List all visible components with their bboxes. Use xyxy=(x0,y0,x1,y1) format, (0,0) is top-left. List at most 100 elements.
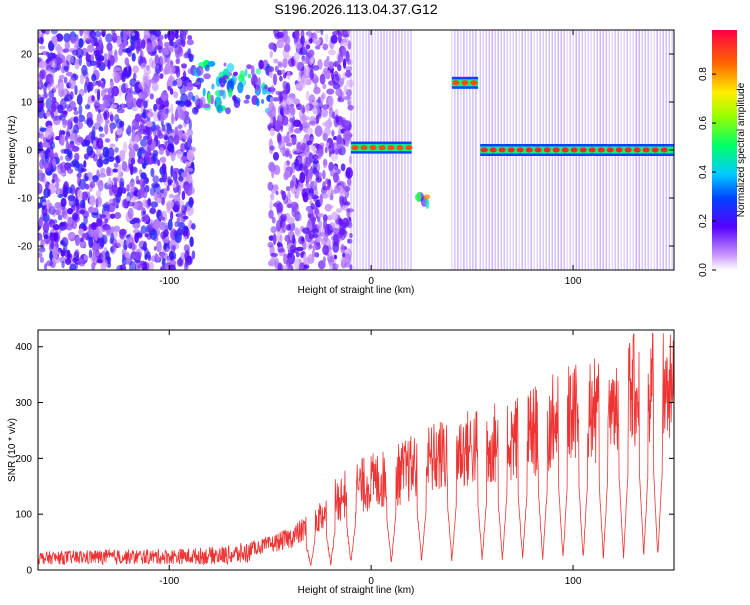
heatmap-cell xyxy=(58,74,65,80)
heatmap-cell xyxy=(237,74,245,82)
heatmap-cell xyxy=(294,158,300,167)
heatmap-cell xyxy=(344,188,350,199)
heatmap-cell xyxy=(77,189,83,201)
heatmap-cell xyxy=(153,73,160,83)
heatmap-cell xyxy=(64,135,68,141)
heatmap-cell xyxy=(315,176,323,183)
heatmap-cell xyxy=(103,225,111,231)
heatmap-cell xyxy=(143,241,147,252)
heatmap-cell xyxy=(104,218,109,224)
heatmap-cell xyxy=(160,54,167,65)
heatmap-cell xyxy=(137,264,145,269)
heatmap-peak xyxy=(633,147,641,153)
heatmap-cell xyxy=(54,57,63,65)
heatmap-cell xyxy=(174,231,182,244)
heatmap-cell xyxy=(91,207,99,213)
heatmap-cell xyxy=(163,229,169,238)
heatmap-cell xyxy=(308,244,313,250)
heatmap-cell xyxy=(55,181,60,189)
heatmap-cell xyxy=(139,93,144,100)
heatmap-cell xyxy=(312,161,318,170)
heatmap-cell xyxy=(135,30,140,40)
heatmap-cell xyxy=(189,198,195,206)
heatmap-cell xyxy=(137,125,143,133)
heatmap-cell xyxy=(288,221,296,232)
heatmap-cell xyxy=(54,176,59,182)
heatmap-cell xyxy=(283,107,291,116)
heatmap-cell xyxy=(173,134,180,145)
heatmap-cell xyxy=(194,106,199,113)
heatmap-cell xyxy=(310,180,318,189)
colorbar: 0.0 0.2 0.4 0.6 0.8 Normalized spectral ampl… xyxy=(698,30,747,277)
heatmap-cell xyxy=(303,253,307,266)
heatmap-cell xyxy=(46,260,54,267)
snr-frame xyxy=(37,329,675,571)
heatmap-cell xyxy=(295,246,304,252)
heatmap-cell xyxy=(83,160,87,168)
heatmap-cell xyxy=(269,50,273,58)
heatmap-cell xyxy=(144,253,148,261)
heatmap-cell xyxy=(69,144,76,149)
heatmap-cell xyxy=(184,99,192,107)
heatmap-cell xyxy=(152,219,161,229)
heatmap-peak xyxy=(351,145,359,151)
heatmap-cell xyxy=(163,135,169,141)
heatmap-cell xyxy=(129,181,135,193)
heatmap-cell xyxy=(59,155,64,161)
heatmap-cell xyxy=(168,64,176,75)
heatmap-cell xyxy=(336,134,343,145)
heatmap-cell xyxy=(202,87,206,97)
heatmap-cell xyxy=(320,238,327,246)
heatmap-cell xyxy=(160,108,169,120)
heatmap-peak xyxy=(579,147,587,153)
heatmap-cell xyxy=(107,184,113,190)
heatmap-cell xyxy=(298,265,303,270)
snr-xtick-label: -100 xyxy=(159,576,179,587)
heatmap-cell xyxy=(141,207,146,219)
heatmap-cell xyxy=(311,195,320,200)
heatmap-cell xyxy=(342,30,350,38)
heatmap-cell xyxy=(61,66,65,74)
heatmap-cell xyxy=(311,101,318,106)
heatmap-cell xyxy=(63,242,68,254)
heatmap-cell xyxy=(110,104,118,109)
heatmap-cell xyxy=(142,124,151,136)
heatmap-cell xyxy=(340,243,345,254)
heatmap-cell xyxy=(39,100,45,109)
heatmap-cell xyxy=(102,99,111,108)
heatmap-peak xyxy=(489,147,497,153)
heatmap-cell xyxy=(325,178,329,185)
heatmap-cell xyxy=(286,216,295,224)
heatmap-cell xyxy=(328,249,332,257)
heatmap-cell xyxy=(115,193,121,204)
heatmap-cell xyxy=(261,99,265,104)
heatmap-cell xyxy=(175,58,180,65)
heatmap-cell xyxy=(111,85,120,97)
heatmap-cell xyxy=(56,203,62,215)
heatmap-cell xyxy=(74,262,79,270)
heatmap-cell xyxy=(124,165,130,173)
heatmap-cell xyxy=(50,111,55,119)
heatmap-cell xyxy=(341,217,350,228)
heatmap-cell xyxy=(134,113,142,123)
heatmap-cell xyxy=(146,157,154,165)
heatmap-cell xyxy=(344,85,348,95)
heatmap-cell xyxy=(73,116,79,124)
heatmap-peak xyxy=(480,147,488,153)
heatmap-cell xyxy=(323,159,328,166)
heatmap-cell xyxy=(135,218,141,224)
heatmap-cell xyxy=(101,262,109,268)
heatmap-cell xyxy=(328,49,336,56)
heatmap-cell xyxy=(322,132,328,142)
heatmap-cell xyxy=(40,96,45,103)
heatmap-cell xyxy=(283,43,291,53)
heatmap-cell xyxy=(83,153,90,160)
heatmap-cell xyxy=(329,264,333,270)
heatmap-cell xyxy=(116,127,123,136)
heatmap-cell xyxy=(167,181,172,186)
heatmap-cell xyxy=(139,178,147,188)
heatmap-cell xyxy=(312,233,319,238)
heatmap-cell xyxy=(57,214,63,221)
heatmap-cell xyxy=(76,136,84,143)
